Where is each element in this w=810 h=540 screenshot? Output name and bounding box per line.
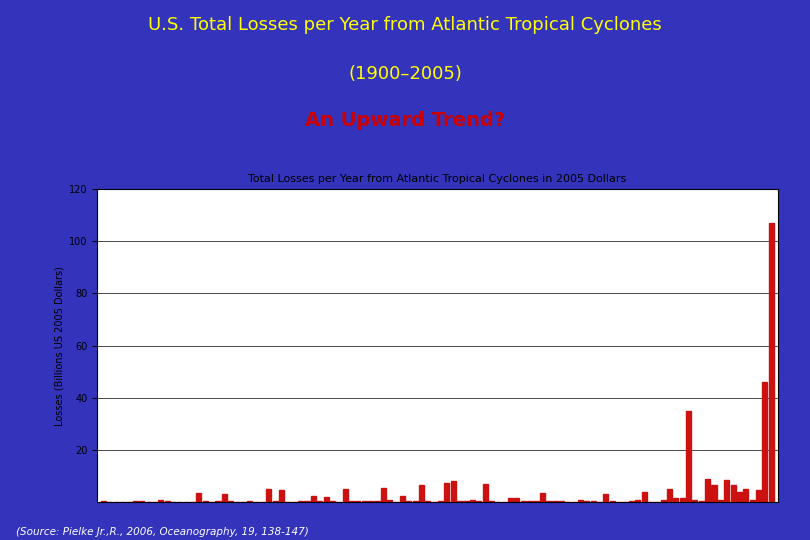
Bar: [762, 382, 767, 502]
Bar: [559, 501, 564, 502]
Bar: [463, 501, 468, 502]
Text: An Upward Trend?: An Upward Trend?: [305, 111, 505, 130]
Bar: [686, 411, 691, 502]
Bar: [489, 501, 494, 502]
Bar: [610, 501, 615, 502]
Bar: [438, 501, 443, 502]
Bar: [139, 501, 144, 502]
Bar: [412, 501, 418, 502]
Bar: [222, 495, 227, 502]
Bar: [202, 501, 208, 502]
Bar: [673, 498, 679, 502]
Bar: [349, 501, 354, 502]
Bar: [279, 490, 284, 502]
Text: (1900–2005): (1900–2005): [348, 65, 462, 83]
Bar: [381, 488, 386, 502]
Bar: [527, 501, 532, 502]
Bar: [273, 501, 278, 502]
Bar: [470, 500, 475, 502]
Bar: [744, 489, 748, 502]
Bar: [578, 500, 583, 502]
Bar: [425, 501, 430, 502]
Bar: [164, 501, 169, 502]
Bar: [667, 489, 672, 502]
Bar: [711, 485, 717, 502]
Bar: [642, 492, 646, 502]
Bar: [718, 500, 723, 502]
Bar: [508, 498, 513, 502]
Y-axis label: Losses (Billions US 2005 Dollars): Losses (Billions US 2005 Dollars): [55, 266, 65, 426]
Bar: [247, 501, 253, 502]
Bar: [450, 481, 456, 502]
Bar: [457, 501, 463, 502]
Bar: [305, 501, 309, 502]
Bar: [311, 496, 316, 502]
Bar: [215, 501, 220, 502]
Bar: [706, 478, 710, 502]
Bar: [133, 501, 138, 502]
Bar: [387, 500, 392, 502]
Bar: [445, 483, 450, 502]
Bar: [731, 485, 735, 502]
Bar: [724, 480, 729, 502]
Bar: [584, 501, 590, 502]
Bar: [603, 495, 608, 502]
Bar: [514, 498, 519, 502]
Bar: [737, 492, 742, 502]
Bar: [693, 500, 697, 502]
Bar: [476, 501, 481, 502]
Bar: [590, 501, 595, 502]
Bar: [228, 501, 233, 502]
Text: (Source: Pielke Jr.,R., 2006, Oceanography, 19, 138-147): (Source: Pielke Jr.,R., 2006, Oceanograp…: [16, 527, 309, 537]
Text: U.S. Total Losses per Year from Atlantic Tropical Cyclones: U.S. Total Losses per Year from Atlantic…: [148, 16, 662, 34]
Bar: [368, 501, 373, 502]
Bar: [323, 497, 329, 502]
Bar: [769, 223, 774, 502]
Bar: [362, 501, 367, 502]
Bar: [680, 498, 684, 502]
Bar: [629, 501, 634, 502]
Bar: [552, 501, 557, 502]
Bar: [298, 501, 303, 502]
Bar: [343, 489, 347, 502]
Bar: [266, 489, 271, 502]
Bar: [521, 501, 526, 502]
Bar: [158, 500, 164, 502]
Bar: [419, 485, 424, 502]
Title: Total Losses per Year from Atlantic Tropical Cyclones in 2005 Dollars: Total Losses per Year from Atlantic Trop…: [249, 174, 626, 184]
Bar: [534, 501, 539, 502]
Bar: [374, 501, 380, 502]
Bar: [407, 501, 411, 502]
Bar: [318, 501, 322, 502]
Bar: [356, 501, 360, 502]
Bar: [483, 484, 488, 502]
Bar: [101, 501, 106, 502]
Bar: [756, 490, 761, 502]
Bar: [749, 500, 755, 502]
Bar: [699, 501, 704, 502]
Bar: [539, 493, 545, 502]
Bar: [400, 496, 405, 502]
Bar: [635, 500, 640, 502]
Bar: [196, 493, 202, 502]
Bar: [330, 501, 335, 502]
Bar: [661, 500, 666, 502]
Bar: [546, 501, 552, 502]
